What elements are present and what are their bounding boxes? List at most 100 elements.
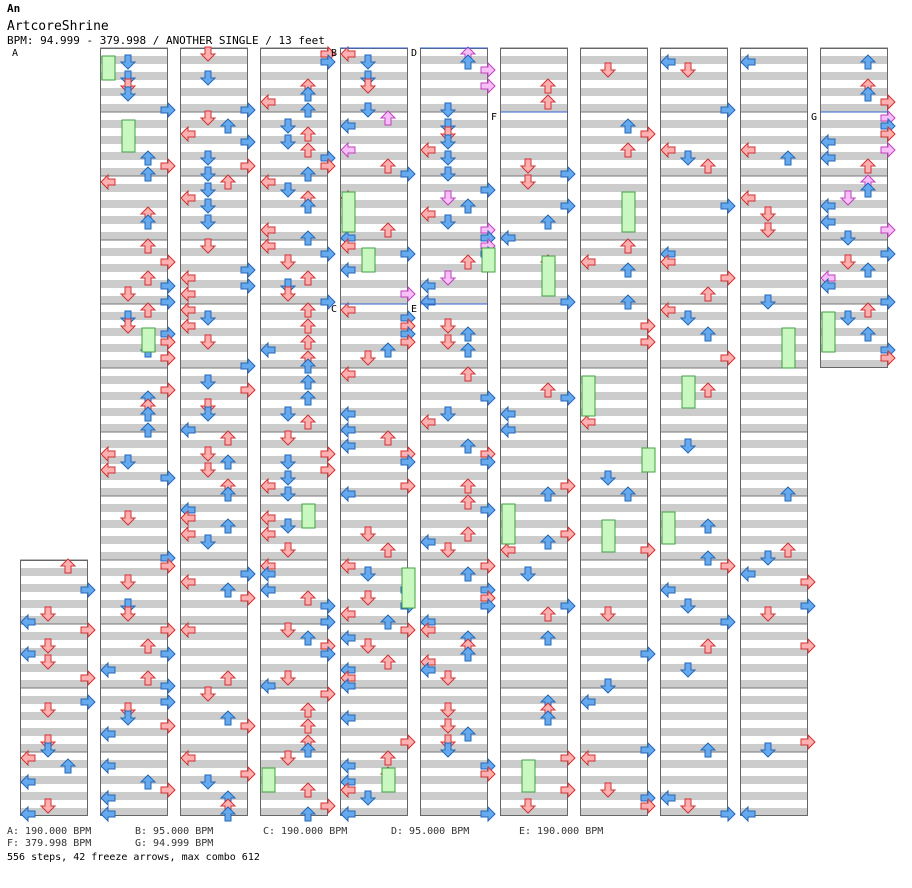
beat-stripe bbox=[420, 584, 488, 592]
step-arrow bbox=[299, 166, 317, 182]
beat-stripe bbox=[260, 648, 328, 656]
beat-stripe bbox=[260, 568, 328, 576]
column-frame bbox=[180, 48, 248, 816]
step-arrow bbox=[560, 165, 576, 183]
step-arrow bbox=[260, 93, 276, 111]
beat-stripe bbox=[420, 616, 488, 624]
beat-stripe bbox=[20, 728, 88, 736]
beat-stripe bbox=[500, 232, 568, 240]
beat-stripe bbox=[100, 760, 168, 768]
step-arrow bbox=[759, 222, 777, 238]
step-arrow bbox=[340, 781, 356, 799]
step-arrow bbox=[139, 270, 157, 286]
beat-stripe bbox=[740, 616, 808, 624]
bpm-legend-f: F: 379.998 BPM bbox=[7, 838, 92, 849]
beat-stripe bbox=[180, 232, 248, 240]
step-arrow bbox=[539, 382, 557, 398]
beat-stripe bbox=[260, 248, 328, 256]
step-arrow bbox=[119, 710, 137, 726]
beat-stripe bbox=[740, 280, 808, 288]
beat-stripe bbox=[420, 88, 488, 96]
step-arrow bbox=[379, 110, 397, 126]
beat-stripe bbox=[260, 536, 328, 544]
beat-stripe bbox=[740, 88, 808, 96]
step-arrow bbox=[800, 573, 816, 591]
bpm-legend-a: A: 190.000 BPM bbox=[7, 826, 92, 837]
step-arrow bbox=[539, 214, 557, 230]
step-arrow bbox=[560, 525, 576, 543]
step-arrow bbox=[299, 302, 317, 318]
step-arrow bbox=[100, 789, 116, 807]
step-arrow bbox=[199, 214, 217, 230]
beat-stripe bbox=[260, 520, 328, 528]
beat-stripe bbox=[100, 216, 168, 224]
step-arrow bbox=[340, 237, 356, 255]
step-arrow bbox=[699, 742, 717, 758]
beat-stripe bbox=[340, 424, 408, 432]
step-arrow bbox=[679, 798, 697, 814]
beat-stripe bbox=[740, 648, 808, 656]
beat-stripe bbox=[420, 184, 488, 192]
step-arrow bbox=[480, 389, 496, 407]
step-arrow bbox=[299, 86, 317, 102]
step-arrow bbox=[699, 638, 717, 654]
step-arrow bbox=[859, 158, 877, 174]
step-arrow bbox=[359, 526, 377, 542]
beat-stripe bbox=[180, 680, 248, 688]
step-arrow bbox=[740, 53, 756, 71]
beat-stripe bbox=[420, 360, 488, 368]
beat-stripe bbox=[420, 632, 488, 640]
beat-stripe bbox=[740, 232, 808, 240]
beat-stripe bbox=[420, 296, 488, 304]
beat-stripe bbox=[20, 712, 88, 720]
beat-stripe bbox=[500, 600, 568, 608]
artist-name: An bbox=[7, 2, 21, 15]
step-arrow bbox=[299, 102, 317, 118]
freeze-arrow bbox=[621, 191, 636, 233]
beat-stripe bbox=[580, 424, 648, 432]
step-arrow bbox=[260, 565, 276, 583]
step-arrow bbox=[39, 654, 57, 670]
step-arrow bbox=[340, 437, 356, 455]
beat-stripe bbox=[820, 232, 888, 240]
step-arrow bbox=[439, 134, 457, 150]
beat-stripe bbox=[660, 72, 728, 80]
beat-stripe bbox=[420, 376, 488, 384]
beat-stripe bbox=[100, 504, 168, 512]
step-arrow bbox=[279, 254, 297, 270]
beat-stripe bbox=[100, 632, 168, 640]
step-arrow bbox=[199, 166, 217, 182]
step-arrow bbox=[560, 477, 576, 495]
bpm-legend-g: G: 94.999 BPM bbox=[135, 838, 214, 849]
beat-stripe bbox=[500, 728, 568, 736]
step-arrow bbox=[240, 765, 256, 783]
beat-stripe bbox=[180, 776, 248, 784]
step-arrow bbox=[379, 342, 397, 358]
beat-stripe bbox=[500, 440, 568, 448]
beat-stripe bbox=[660, 584, 728, 592]
beat-stripe bbox=[180, 120, 248, 128]
beat-stripe bbox=[660, 744, 728, 752]
step-arrow bbox=[379, 430, 397, 446]
beat-stripe bbox=[20, 696, 88, 704]
beat-stripe bbox=[660, 424, 728, 432]
step-arrow bbox=[119, 510, 137, 526]
step-arrow bbox=[180, 621, 196, 639]
beat-stripe bbox=[340, 232, 408, 240]
step-arrow bbox=[160, 381, 176, 399]
step-arrow bbox=[880, 293, 896, 311]
section-label: F bbox=[491, 112, 497, 123]
step-arrow bbox=[180, 269, 196, 287]
step-arrow bbox=[100, 445, 116, 463]
beat-stripe bbox=[420, 312, 488, 320]
step-arrow bbox=[299, 230, 317, 246]
step-arrow bbox=[640, 125, 656, 143]
step-arrow bbox=[720, 269, 736, 287]
beat-stripe bbox=[420, 776, 488, 784]
step-arrow bbox=[279, 622, 297, 638]
beat-stripe bbox=[820, 360, 888, 368]
beat-stripe bbox=[100, 328, 168, 336]
step-arrow bbox=[80, 581, 96, 599]
beat-stripe bbox=[660, 792, 728, 800]
step-arrow bbox=[240, 381, 256, 399]
